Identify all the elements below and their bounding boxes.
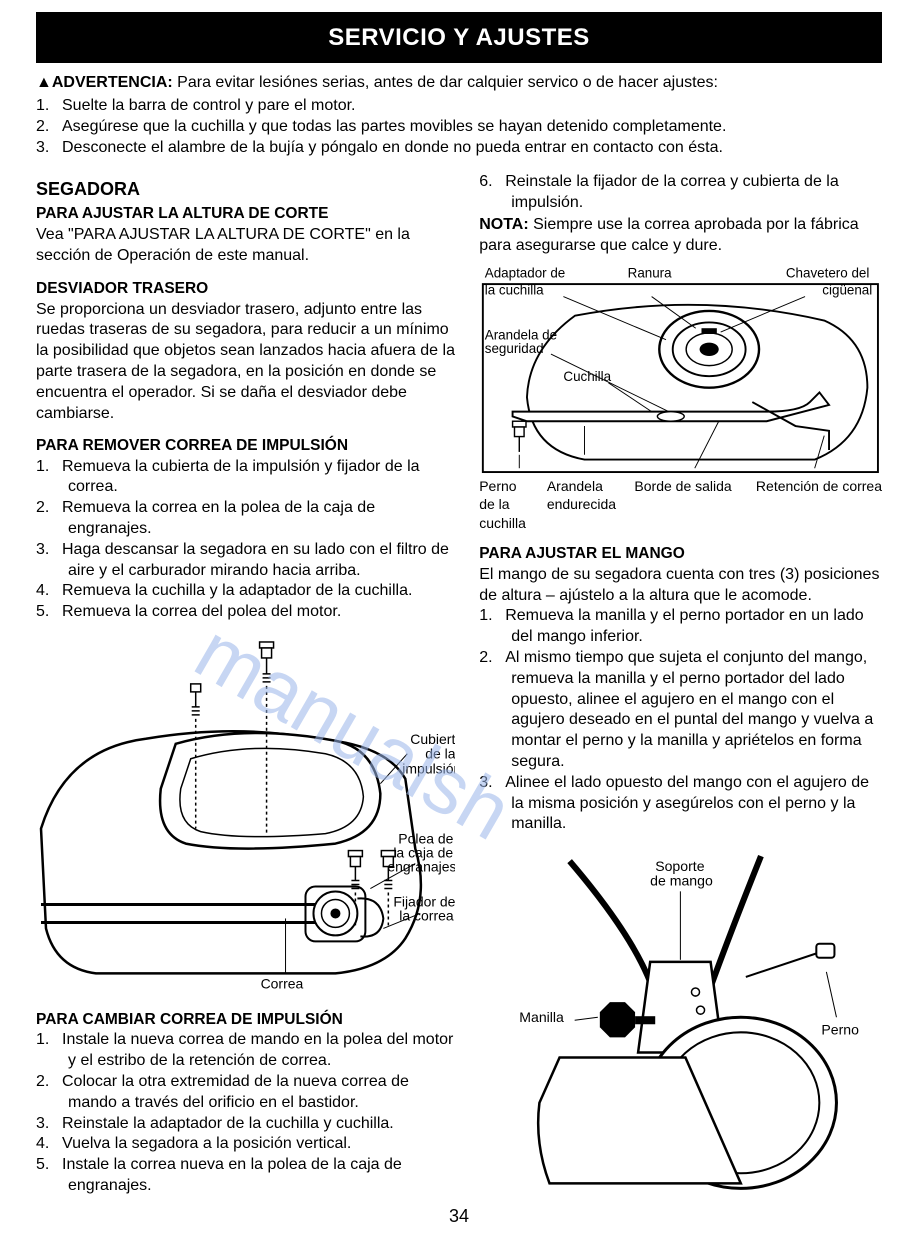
belt-diagram: Cubierta de la impulsión Polea de la caj… (36, 629, 455, 998)
svg-text:Ranura: Ranura (628, 265, 673, 280)
svg-text:cigüenal: cigüenal (823, 282, 873, 297)
step-item: 4.Vuelva la segadora a la posición verti… (36, 1134, 455, 1155)
svg-text:Chavetero del: Chavetero del (786, 265, 869, 280)
step-item: 4.Remueva la cuchilla y la adaptador de … (36, 581, 455, 602)
subsection-title: DESVIADOR TRASERO (36, 279, 455, 299)
subsection-title: PARA AJUSTAR LA ALTURA DE CORTE (36, 204, 455, 224)
note-label: NOTA: (479, 216, 528, 233)
diagram-label: Cubierta (410, 731, 455, 747)
step-item: 2.Colocar la otra extremidad de la nueva… (36, 1072, 455, 1114)
step-item: 5.Remueva la correa del polea del motor. (36, 602, 455, 623)
subsection-title: PARA CAMBIAR CORREA DE IMPULSIÓN (36, 1010, 455, 1030)
step-item: 5.Instale la correa nueva en la polea de… (36, 1155, 455, 1197)
svg-text:de mango: de mango (650, 872, 713, 888)
warning-item: 2.Asegúrese que la cuchilla y que todas … (36, 117, 882, 138)
svg-text:engranajes: engranajes (387, 858, 455, 874)
section-title: SEGADORA (36, 178, 455, 201)
svg-text:la correa: la correa (399, 907, 454, 923)
handle-diagram: Soporte de mango Manilla Perno (479, 841, 882, 1193)
paragraph: Vea "PARA AJUSTAR LA ALTURA DE CORTE" en… (36, 225, 455, 267)
step-item: 3.Haga descansar la segadora en su lado … (36, 540, 455, 582)
warning-item: 3.Desconecte el alambre de la bujía y pó… (36, 138, 882, 159)
right-column: 6.Reinstale la fijador de la correa y cu… (479, 172, 882, 1196)
blade-diagram: Adaptador de la cuchilla Ranura Chaveter… (479, 263, 882, 532)
step-item: 1.Remueva la manilla y el perno portador… (479, 606, 882, 648)
svg-text:la cuchilla: la cuchilla (485, 282, 544, 297)
svg-text:Correa: Correa (261, 975, 304, 991)
warning-intro: Para evitar lesiónes serias, antes de da… (173, 74, 718, 91)
svg-text:impulsión: impulsión (402, 761, 455, 777)
step-item: 1.Remueva la cubierta de la impulsión y … (36, 457, 455, 499)
svg-text:seguridad: seguridad (485, 341, 544, 356)
warning-block: ▲ADVERTENCIA: Para evitar lesiónes seria… (36, 73, 882, 158)
page-content: SERVICIO Y AJUSTES ▲ADVERTENCIA: Para ev… (0, 0, 918, 1248)
warning-label: ADVERTENCIA: (52, 74, 173, 91)
left-column: SEGADORA PARA AJUSTAR LA ALTURA DE CORTE… (36, 172, 455, 1196)
svg-text:Manilla: Manilla (520, 1009, 565, 1025)
note-text: Siempre use la correa aprobada por la fá… (479, 216, 858, 254)
step-item: 3.Reinstale la adaptador de la cuchilla … (36, 1114, 455, 1135)
subsection-title: PARA REMOVER CORREA DE IMPULSIÓN (36, 436, 455, 456)
warning-triangle-icon: ▲ (36, 73, 52, 94)
paragraph: El mango de su segadora cuenta con tres … (479, 565, 882, 607)
section-header: SERVICIO Y AJUSTES (36, 12, 882, 63)
step-item: 6.Reinstale la fijador de la correa y cu… (479, 172, 882, 214)
warning-item: 1.Suelte la barra de control y pare el m… (36, 96, 882, 117)
svg-text:Cuchilla: Cuchilla (564, 369, 612, 384)
step-item: 2.Al mismo tiempo que sujeta el conjunto… (479, 648, 882, 773)
step-item: 1.Instale la nueva correa de mando en la… (36, 1030, 455, 1072)
step-item: 2.Remueva la correa en la polea de la ca… (36, 498, 455, 540)
paragraph: Se proporciona un desviador trasero, adj… (36, 300, 455, 425)
svg-text:Adaptador de: Adaptador de (485, 265, 566, 280)
page-number: 34 (36, 1205, 882, 1228)
svg-text:Perno: Perno (822, 1022, 860, 1038)
subsection-title: PARA AJUSTAR EL MANGO (479, 544, 882, 564)
svg-text:de la: de la (425, 746, 455, 762)
step-item: 3.Alinee el lado opuesto del mango con e… (479, 773, 882, 835)
